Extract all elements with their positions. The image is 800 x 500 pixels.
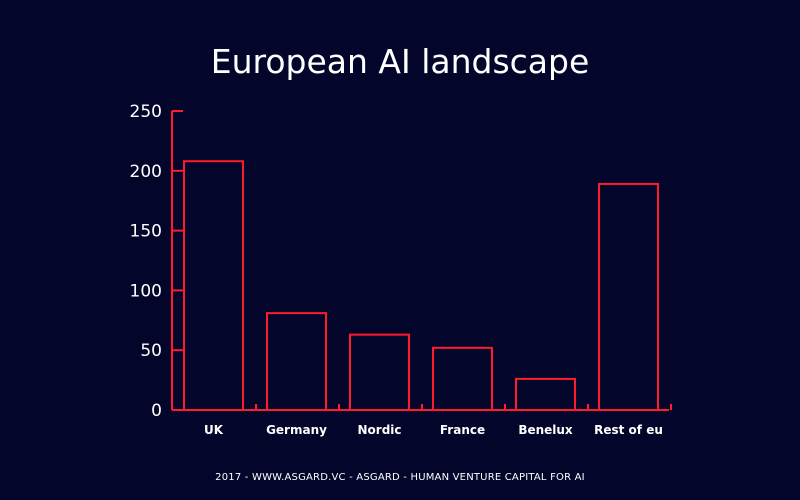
chart-bars <box>183 160 659 412</box>
y-tick-label: 50 <box>140 341 162 361</box>
x-tick-label: Nordic <box>357 423 401 437</box>
bar-nordic <box>349 333 410 412</box>
x-tick-label: Benelux <box>518 423 573 437</box>
chart-axes <box>171 110 672 411</box>
chart-title: European AI landscape <box>210 42 590 81</box>
bar-france <box>432 346 493 412</box>
footer-credit: 2017 - WWW.ASGARD.VC - ASGARD - HUMAN VE… <box>215 472 585 483</box>
y-tick-label: 200 <box>130 162 162 182</box>
y-tick-label: 100 <box>130 281 162 301</box>
bar-uk <box>183 160 244 411</box>
bar-germany <box>266 312 327 411</box>
bar-benelux <box>515 377 576 411</box>
y-tick-label: 250 <box>130 102 162 122</box>
x-tick-label: Rest of eu <box>594 423 663 437</box>
y-tick-label: 150 <box>130 222 162 242</box>
x-tick-label: UK <box>204 423 224 437</box>
x-tick-label: France <box>440 423 485 437</box>
chart-labels: 0 50 100 150 200 250 UK Germany Nordic France Bene… <box>130 102 663 437</box>
bar-rest-of-eu <box>598 182 659 411</box>
x-tick-label: Germany <box>266 423 327 437</box>
y-tick-label: 0 <box>151 401 162 421</box>
